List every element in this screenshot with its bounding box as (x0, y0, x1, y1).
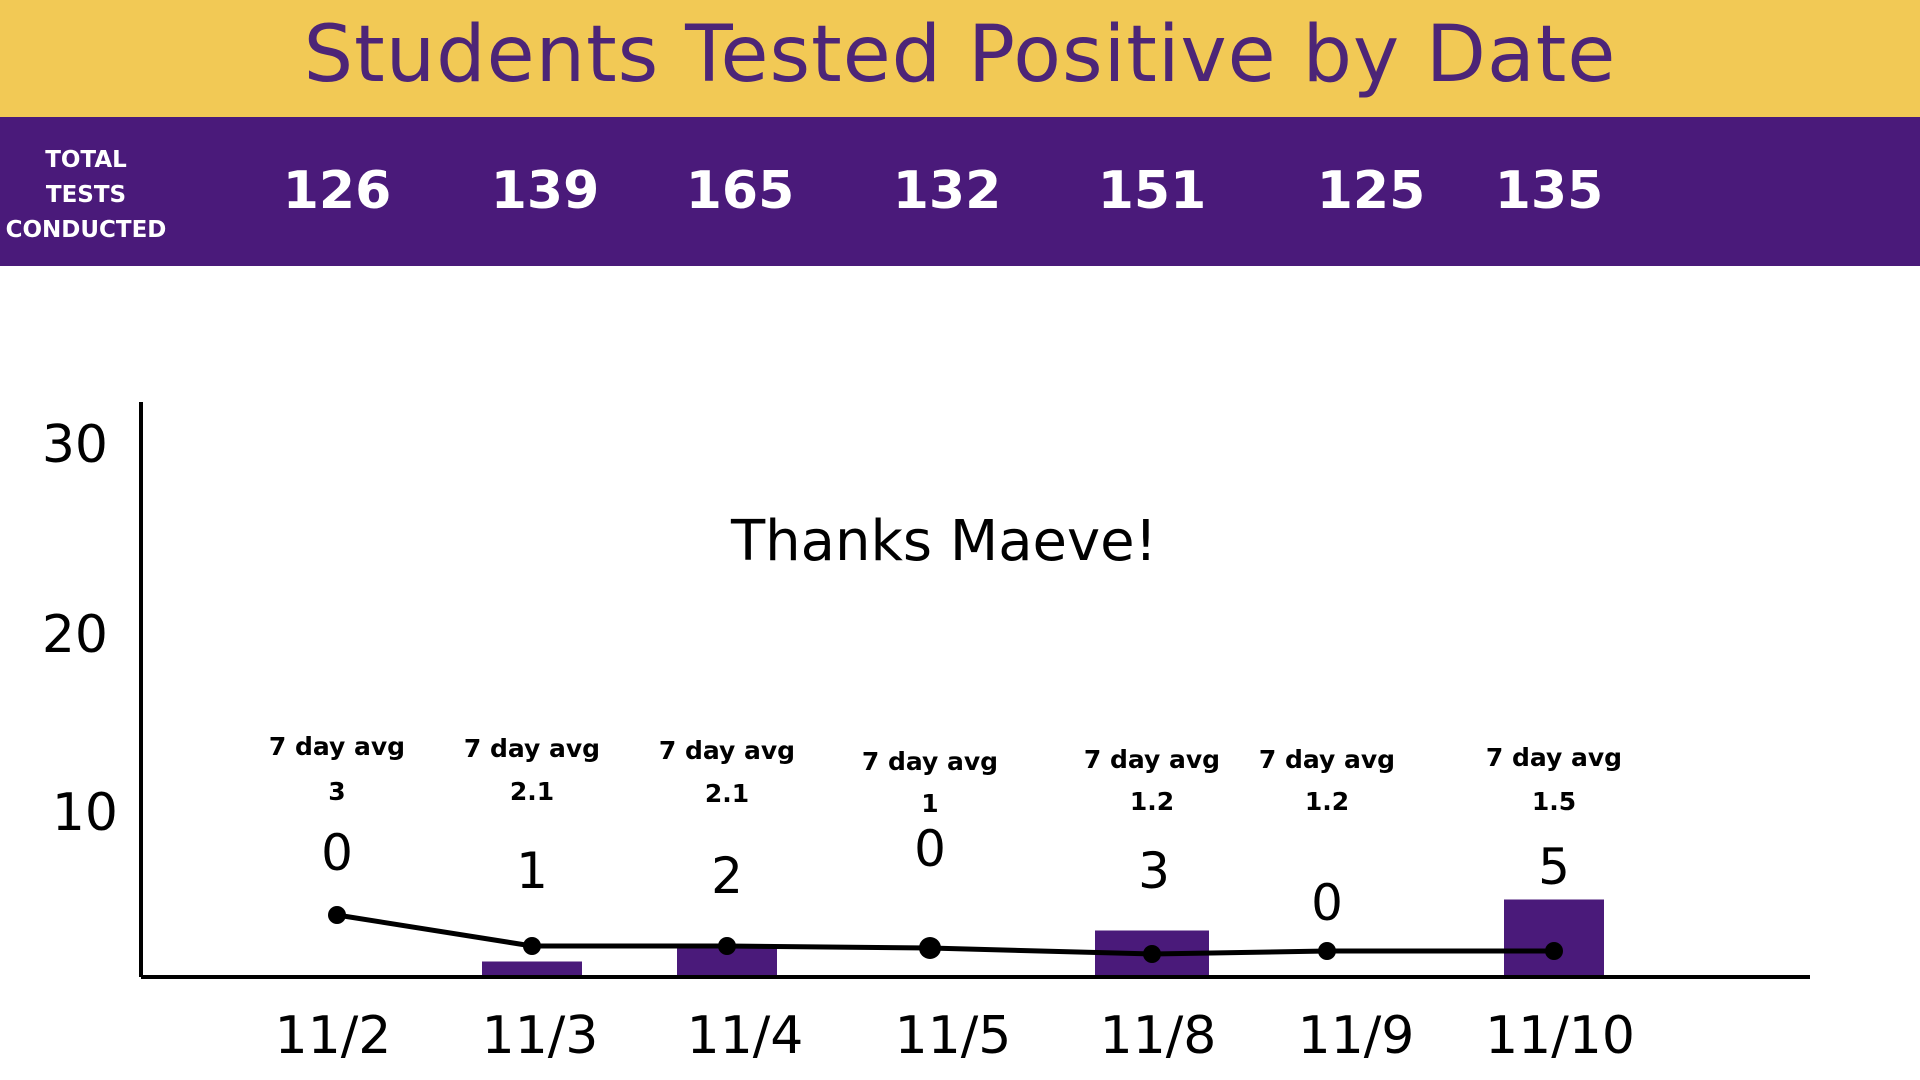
bar (482, 961, 582, 977)
avg-point (523, 937, 541, 955)
bars-layer (482, 899, 1604, 977)
avg-caption: 7 day avg (464, 734, 600, 763)
total-tests-label: TOTAL TESTS CONDUCTED (0, 143, 172, 248)
avg-value-label: 2.1 (705, 779, 749, 808)
bar-value-label: 0 (914, 820, 946, 878)
total-tests-value: 151 (1097, 161, 1207, 221)
x-tick-label: 11/2 (275, 1006, 392, 1066)
avg-caption: 7 day avg (659, 736, 795, 765)
x-tick-label: 11/4 (687, 1006, 804, 1066)
title-banner: Students Tested Positive by Date (0, 0, 1920, 117)
avg-point (1545, 942, 1563, 960)
total-tests-value: 135 (1494, 161, 1604, 221)
avg-line-layer (328, 906, 1563, 963)
x-tick-label: 11/9 (1298, 1006, 1415, 1066)
avg-point (1318, 942, 1336, 960)
total-tests-value: 125 (1316, 161, 1426, 221)
total-tests-value: 132 (892, 161, 1002, 221)
bar-value-label: 5 (1538, 838, 1570, 896)
avg-point (718, 937, 736, 955)
avg-line (336, 912, 1554, 957)
bar-value-label: 2 (711, 847, 743, 905)
x-tick-label: 11/5 (895, 1006, 1012, 1066)
bar-value-label: 0 (321, 824, 353, 882)
x-tick-label: 11/8 (1100, 1006, 1217, 1066)
x-tick-label: 11/3 (482, 1006, 599, 1066)
x-tick-label: 11/10 (1485, 1006, 1635, 1066)
y-tick-label: 10 (52, 783, 118, 843)
avg-caption: 7 day avg (1486, 743, 1622, 772)
total-tests-label-line: CONDUCTED (5, 217, 167, 243)
bar (1504, 899, 1604, 977)
avg-caption: 7 day avg (862, 747, 998, 776)
avg-caption: 7 day avg (269, 732, 405, 761)
avg-point (1143, 945, 1161, 963)
avg-value-label: 2.1 (510, 777, 554, 806)
avg-caption: 7 day avg (1084, 745, 1220, 774)
total-tests-value: 165 (685, 161, 795, 221)
bar-value-label: 3 (1138, 842, 1170, 900)
total-tests-banner: TOTAL TESTS CONDUCTED 126 139 165 132 15… (0, 117, 1920, 266)
total-tests-label-line: TESTS (45, 182, 127, 208)
chart-annotation: Thanks Maeve! (730, 509, 1157, 574)
bar-value-label: 1 (516, 842, 548, 900)
avg-point (328, 906, 346, 924)
avg-value-label: 1.5 (1532, 787, 1576, 816)
y-tick-label: 30 (42, 415, 108, 475)
y-tick-label: 20 (42, 605, 108, 665)
total-tests-value: 139 (490, 161, 600, 221)
avg-value-label: 1.2 (1130, 787, 1174, 816)
avg-value-label: 1.2 (1305, 787, 1349, 816)
avg-caption: 7 day avg (1259, 745, 1395, 774)
avg-value-label: 3 (328, 777, 345, 806)
total-tests-label-line: TOTAL (45, 147, 127, 173)
page-title: Students Tested Positive by Date (303, 9, 1617, 100)
avg-point (919, 937, 941, 959)
bar-value-label: 0 (1311, 874, 1343, 932)
total-tests-value: 126 (282, 161, 392, 221)
avg-value-label: 1 (921, 789, 938, 818)
